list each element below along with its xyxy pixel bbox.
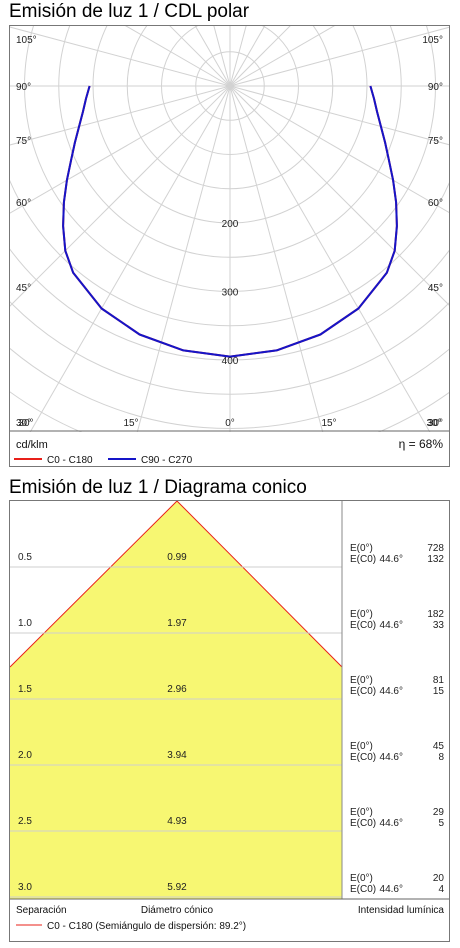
cone-angle-value: 44.6° [380, 686, 403, 697]
polar-angle-label-right: 105° [422, 35, 443, 46]
polar-grid-ray [229, 85, 324, 432]
intensity-label: Intensidad lumínica [358, 905, 445, 916]
cone-separation-value: 3.0 [18, 882, 32, 893]
cone-e0-value: 81 [433, 675, 445, 686]
polar-unit-label: cd/klm [16, 439, 48, 451]
polar-angle-label-bottom: 0° [225, 418, 235, 429]
cone-ec0-value: 5 [438, 818, 444, 829]
cone-ec0-label: E(C0) [350, 884, 376, 895]
cone-diameter-value: 5.92 [167, 882, 187, 893]
cone-ec0-label: E(C0) [350, 818, 376, 829]
cone-ec0-value: 8 [438, 752, 444, 763]
cone-separation-value: 1.0 [18, 618, 32, 629]
polar-grid-ray [10, 85, 231, 146]
polar-angle-label-right: 90° [428, 82, 443, 93]
cone-ec0-label: E(C0) [350, 752, 376, 763]
cone-e0-value: 20 [433, 873, 445, 884]
cone-edge-c0-c180 [10, 501, 343, 668]
cone-ec0-label: E(C0) [350, 554, 376, 565]
polar-grid-ray [229, 85, 449, 146]
polar-grid-ray [29, 85, 231, 432]
cone-separation-value: 2.5 [18, 816, 32, 827]
cone-angle-value: 44.6° [380, 884, 403, 895]
polar-angle-label-right: 45° [428, 283, 443, 294]
polar-grid-ray [229, 85, 431, 432]
cone-e0-label: E(0°) [350, 543, 373, 554]
polar-grid-ray [10, 85, 231, 214]
cone-diameter-value: 2.96 [167, 684, 187, 695]
polar-radial-label: 400 [222, 356, 239, 367]
polar-chart: 200 300 400 105° 90° 75° 60° 45° 30° 105° 90° 75° 60… [10, 26, 449, 466]
cone-e0-label: E(0°) [350, 873, 373, 884]
cone-ec0-value: 4 [438, 884, 444, 895]
cone-e0-value: 29 [433, 807, 445, 818]
legend-label-c90-c270: C90 - C270 [141, 455, 193, 466]
polar-angle-label-left: 75° [16, 136, 31, 147]
cone-chart-panel: 0.5 0.99 E(0°) 728 E(C0) 44.6° 132 1.0 1.97 E(0°)… [9, 500, 450, 942]
polar-series-c90-c270 [62, 85, 398, 358]
polar-angle-label-left: 30° [16, 418, 31, 429]
cone-diameter-value: 3.94 [167, 750, 187, 761]
cone-ec0-value: 33 [433, 620, 445, 631]
cone-ec0-label: E(C0) [350, 686, 376, 697]
polar-angle-label-right: 75° [428, 136, 443, 147]
cone-fill [10, 501, 342, 899]
cone-separation-value: 2.0 [18, 750, 32, 761]
cone-separation-value: 0.5 [18, 552, 32, 563]
cone-legend-label: C0 - C180 (Semiángulo de dispersión: 89.… [47, 921, 246, 932]
cone-e0-label: E(0°) [350, 609, 373, 620]
cone-angle-value: 44.6° [380, 752, 403, 763]
legend-label-c0-c180: C0 - C180 [47, 455, 93, 466]
cone-diagram: 0.5 0.99 E(0°) 728 E(C0) 44.6° 132 1.0 1.97 E(0°)… [10, 501, 449, 932]
cone-angle-value: 44.6° [380, 554, 403, 565]
separation-label: Separación [16, 905, 67, 916]
cone-e0-label: E(0°) [350, 675, 373, 686]
polar-grid-ray [10, 85, 231, 307]
diameter-label: Diámetro cónico [141, 905, 214, 916]
cone-e0-value: 45 [433, 741, 445, 752]
cone-e0-label: E(0°) [350, 807, 373, 818]
cone-e0-value: 182 [427, 609, 444, 620]
polar-chart-panel: 200 300 400 105° 90° 75° 60° 45° 30° 105° 90° 75° 60… [9, 25, 450, 467]
cone-diameter-value: 4.93 [167, 816, 187, 827]
cone-diameter-value: 0.99 [167, 552, 187, 563]
polar-efficiency: η = 68% [399, 437, 444, 451]
polar-angle-label-bottom: 15° [123, 418, 138, 429]
cone-ec0-value: 132 [427, 554, 444, 565]
polar-chart-title: Emisión de luz 1 / CDL polar [9, 1, 250, 22]
polar-grid-ray [10, 26, 231, 87]
cone-e0-value: 728 [427, 543, 444, 554]
polar-radial-label: 300 [222, 288, 239, 299]
polar-angle-label-bottom: 15° [321, 418, 336, 429]
cone-angle-value: 44.6° [380, 620, 403, 631]
cone-chart-title: Emisión de luz 1 / Diagrama conico [9, 477, 307, 498]
polar-angle-label-right: 30° [428, 418, 443, 429]
polar-angle-label-left: 105° [16, 35, 37, 46]
polar-angle-label-left: 60° [16, 198, 31, 209]
polar-radial-label: 200 [222, 219, 239, 230]
polar-grid-ray [229, 85, 449, 306]
cone-e0-label: E(0°) [350, 741, 373, 752]
polar-grid-ray [229, 26, 449, 87]
cone-ec0-value: 15 [433, 686, 445, 697]
polar-angle-label-right: 60° [428, 198, 443, 209]
cone-angle-value: 44.6° [380, 818, 403, 829]
polar-angle-label-bottom: 30° [426, 418, 441, 429]
cone-diameter-value: 1.97 [167, 618, 187, 629]
polar-grid-ray [229, 85, 449, 214]
polar-angle-label-left: 90° [16, 82, 31, 93]
polar-angle-label-bottom: 30° [18, 418, 33, 429]
polar-angle-label-left: 45° [16, 283, 31, 294]
polar-grid-ray [136, 85, 231, 432]
cone-separation-value: 1.5 [18, 684, 32, 695]
cone-ec0-label: E(C0) [350, 620, 376, 631]
